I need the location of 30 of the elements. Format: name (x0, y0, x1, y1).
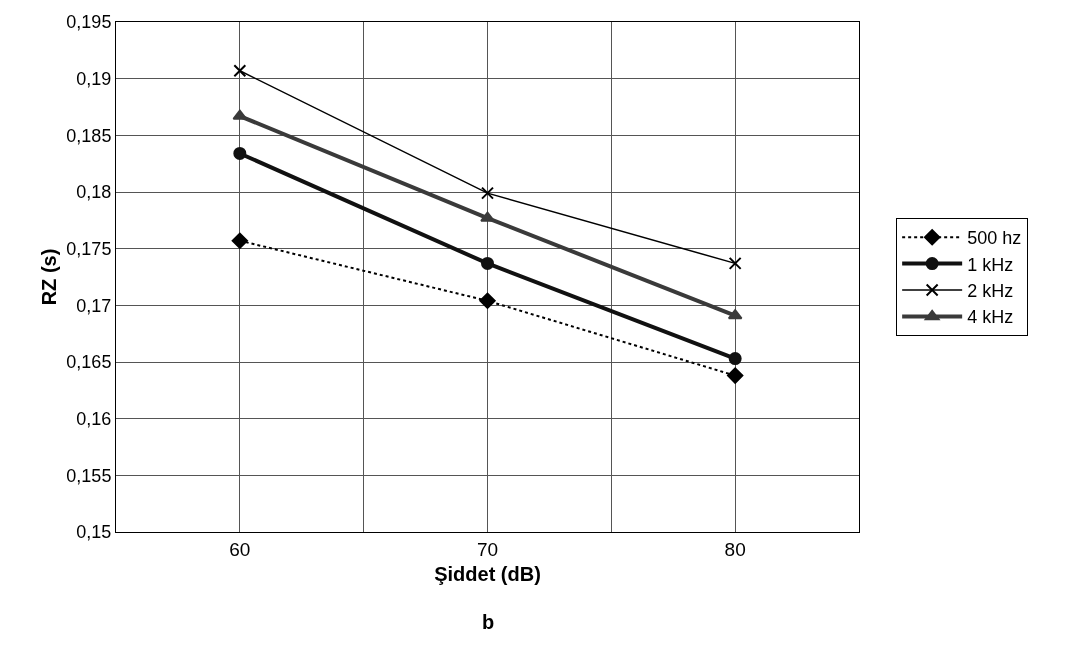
y-tick-label: 0,19 (76, 68, 112, 89)
point (231, 232, 248, 249)
y-tick-label: 0,15 (76, 522, 112, 543)
y-tick-label: 0,16 (76, 408, 112, 429)
x-tick-label: 70 (476, 538, 499, 560)
y-tick-label: 0,175 (66, 238, 112, 259)
point (728, 256, 742, 270)
point (233, 64, 247, 78)
y-tick-label: 0,165 (66, 352, 112, 373)
x-tick-label: 60 (229, 538, 251, 560)
y-axis-title: RZ (s) (37, 248, 60, 306)
point (481, 186, 494, 200)
point (727, 367, 744, 384)
x-tick-label: 80 (724, 538, 746, 560)
legend-label: 2 kHz (967, 281, 1014, 302)
y-tick-label: 0,18 (76, 182, 112, 203)
legend-label: 1 kHz (967, 254, 1014, 275)
point (728, 352, 742, 366)
y-tick-label: 0,17 (76, 295, 112, 316)
x-axis-title: Şiddet (dB) (434, 563, 541, 586)
point (480, 211, 495, 222)
point (481, 256, 494, 270)
point (479, 292, 496, 309)
text: b (482, 611, 495, 633)
legend-label: 4 kHz (967, 307, 1014, 328)
y-tick-label: 0,155 (66, 465, 112, 486)
point (233, 146, 247, 160)
legend-label: 500 hz (967, 228, 1022, 249)
y-tick-label: 0,195 (66, 12, 112, 33)
y-tick-label: 0,185 (66, 125, 112, 146)
